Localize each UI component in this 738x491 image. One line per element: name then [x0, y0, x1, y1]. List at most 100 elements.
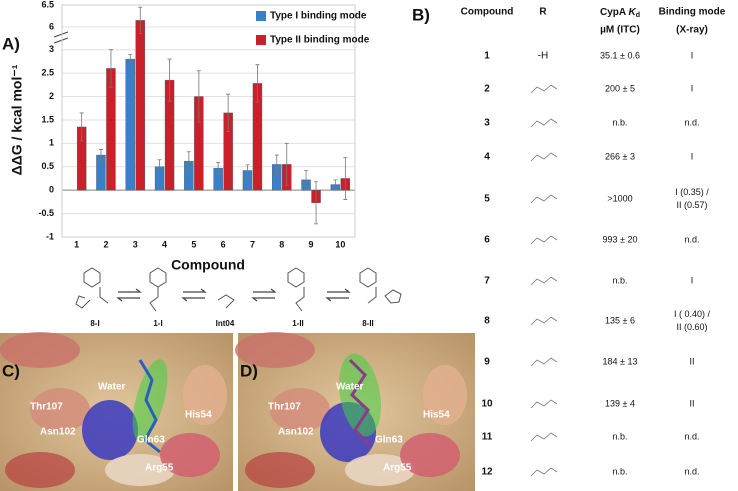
binding-mode: I ( 0.40) / [674, 309, 711, 319]
residue-label: His54 [423, 410, 450, 421]
panel-label: B) [412, 5, 430, 24]
y-tick-label: 3 [49, 44, 54, 54]
compound-id: 7 [484, 276, 490, 287]
binding-mode: I [691, 83, 694, 93]
compound-id: 3 [484, 118, 490, 129]
scheme-label: 8-II [362, 319, 374, 328]
error-bar [304, 170, 309, 190]
y-tick-label: -1 [46, 231, 54, 241]
residue-label: Water [98, 382, 126, 393]
r-structure [530, 432, 558, 442]
residue-label: His54 [185, 410, 212, 421]
error-bar [274, 154, 279, 175]
axis-break [53, 31, 69, 44]
y-tick-label: -0.5 [38, 208, 54, 218]
binding-mode: n.d. [684, 117, 699, 127]
binding-mode: II (0.60) [676, 322, 707, 332]
compound-id: 11 [482, 432, 493, 443]
error-bar [216, 162, 221, 175]
scheme-arrows [116, 288, 351, 302]
panel-label: C) [2, 361, 20, 380]
x-tick-label: 9 [309, 239, 314, 249]
error-bar [314, 181, 319, 225]
scheme-label: 8-I [90, 319, 99, 328]
x-tick-label: 1 [74, 239, 79, 249]
y-tick-label: 2.5 [41, 67, 54, 77]
kd-value: n.b. [612, 275, 627, 285]
kd-value: >1000 [607, 193, 632, 203]
binding-mode: II [689, 356, 694, 366]
header-part: K [629, 7, 637, 18]
error-bar [128, 53, 133, 65]
table-header: R [539, 7, 547, 18]
residue-label: Thr107 [268, 402, 301, 413]
binding-mode: II [689, 398, 694, 408]
r-group: -H [538, 51, 549, 62]
error-bar [108, 49, 113, 88]
error-bar [226, 93, 231, 133]
x-tick-label: 10 [335, 239, 345, 249]
y-tick-label: 0 [49, 185, 54, 195]
panel-label: A) [2, 34, 20, 53]
binding-mode: I [691, 151, 694, 161]
y-tick-label: 1.5 [41, 114, 54, 124]
error-bar [284, 142, 289, 186]
r-structure [530, 316, 558, 326]
r-structure [530, 84, 558, 94]
surface-c [0, 332, 233, 491]
y-tick-label: 6.5 [41, 0, 54, 9]
compound-id: 10 [481, 399, 493, 410]
kd-value: 266 ± 3 [605, 151, 635, 161]
legend-swatch [256, 11, 266, 21]
compound-id: 6 [484, 235, 490, 246]
x-tick-label: 3 [133, 239, 138, 249]
header-part: CypA [600, 7, 629, 18]
error-bar [245, 164, 250, 177]
r-structure [530, 357, 558, 367]
y-tick-label: 0.5 [41, 161, 54, 171]
compound-id: 12 [481, 467, 493, 478]
kd-value: n.b. [612, 466, 627, 476]
kd-value: n.b. [612, 117, 627, 127]
x-tick-label: 4 [162, 239, 167, 249]
scheme-label: 1-II [292, 319, 304, 328]
compound-id: 9 [484, 357, 490, 368]
y-axis-title: ΔΔG / kcal mol⁻¹ [9, 64, 25, 175]
legend-swatch [256, 35, 266, 45]
binding-mode: n.d. [684, 466, 699, 476]
kd-value: 35.1 ± 0.6 [600, 50, 640, 60]
residue-label: Thr107 [30, 402, 63, 413]
kd-value: 184 ± 13 [603, 356, 638, 366]
table-header: Binding mode [659, 7, 726, 18]
header-part: d [636, 12, 640, 19]
binding-mode: II (0.57) [676, 200, 707, 210]
r-structure [530, 235, 558, 245]
r-structure [530, 152, 558, 162]
r-structure [530, 118, 558, 128]
scheme-label: Int04 [216, 319, 235, 328]
bar [135, 20, 145, 191]
x-tick-label: 2 [103, 239, 108, 249]
binding-mode: n.d. [684, 234, 699, 244]
x-tick-label: 6 [221, 239, 226, 249]
residue-label: Water [336, 382, 364, 393]
compound-id: 2 [484, 84, 490, 95]
binding-mode: I (0.35) / [675, 187, 709, 197]
binding-mode: n.d. [684, 431, 699, 441]
table-header: µM (ITC) [600, 25, 640, 36]
r-structure [530, 276, 558, 286]
compound-id: 5 [484, 194, 490, 205]
compound-id: 1 [484, 51, 490, 62]
error-bar [196, 70, 201, 123]
compound-id: 4 [484, 152, 490, 163]
error-bar [167, 58, 172, 102]
binding-mode: I [691, 275, 694, 285]
surface-d [235, 332, 475, 491]
kd-value: 993 ± 20 [603, 234, 638, 244]
x-tick-label: 7 [250, 239, 255, 249]
scheme-structures [75, 267, 402, 312]
residue-label: Arg55 [383, 463, 412, 474]
x-tick-label: 8 [279, 239, 284, 249]
error-bar [186, 151, 191, 171]
y-tick-label: 2 [49, 91, 54, 101]
